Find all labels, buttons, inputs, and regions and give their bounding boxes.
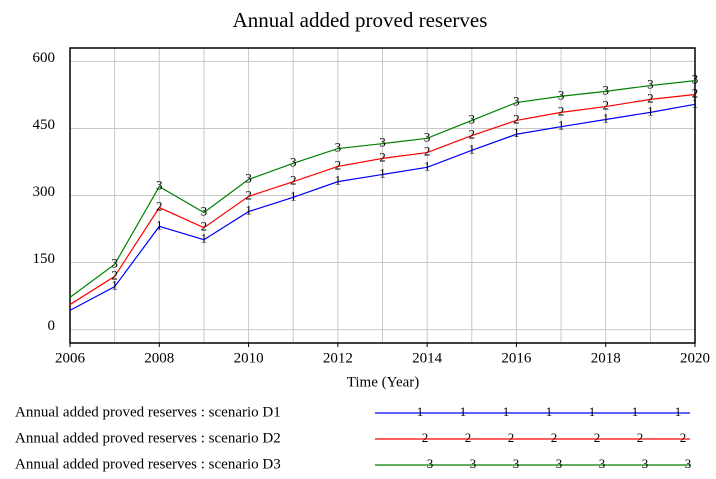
series-marker: 2 (335, 157, 342, 172)
series-marker: 2 (647, 90, 654, 105)
x-tick-label: 2014 (412, 350, 443, 366)
series-marker: 3 (558, 87, 565, 102)
series-marker: 1 (469, 141, 476, 156)
legend-marker: 2 (594, 430, 601, 445)
legend-marker: 1 (546, 404, 553, 419)
series-marker: 1 (201, 231, 208, 246)
series-marker: 3 (379, 135, 386, 150)
x-tick-label: 2018 (591, 350, 621, 366)
series-marker: 2 (558, 103, 565, 118)
legend-marker: 3 (556, 456, 563, 471)
series-marker: 2 (692, 85, 699, 100)
legend-marker: 1 (417, 404, 424, 419)
plot-frame (69, 47, 696, 344)
x-tick-label: 2016 (501, 350, 532, 366)
series-marker: 2 (111, 267, 118, 282)
y-tick-label: 0 (48, 318, 56, 334)
series-marker: 2 (513, 111, 520, 126)
series-marker: 1 (602, 110, 609, 125)
series-marker: 3 (469, 111, 476, 126)
series-marker: 1 (424, 158, 431, 173)
legend-marker: 2 (465, 430, 472, 445)
series-marker: 3 (290, 154, 297, 169)
series-marker: 2 (290, 173, 297, 188)
legend-marker: 2 (680, 430, 687, 445)
legend-label: Annual added proved reserves : scenario … (15, 430, 281, 446)
series-marker: 1 (647, 103, 654, 118)
series-marker: 3 (111, 255, 118, 270)
legend-marker: 1 (460, 404, 467, 419)
series-marker: 3 (692, 72, 699, 87)
legend-label: Annual added proved reserves : scenario … (15, 404, 281, 420)
y-tick-label: 450 (33, 117, 56, 133)
legend-marker: 3 (599, 456, 606, 471)
series-marker: 2 (469, 127, 476, 142)
series-marker: 3 (602, 82, 609, 97)
series-marker: 1 (692, 95, 699, 110)
series-marker: 3 (335, 140, 342, 155)
series-marker: 1 (335, 173, 342, 188)
series-line (69, 93, 696, 306)
chart-title: Annual added proved reserves (233, 8, 488, 32)
series-marker: 3 (201, 203, 208, 218)
legend-label: Annual added proved reserves : scenario … (15, 456, 281, 472)
series-line (69, 80, 696, 298)
x-tick-label: 2020 (680, 350, 710, 366)
series-marker: 2 (156, 199, 163, 214)
series-marker: 3 (513, 94, 520, 109)
x-tick-label: 2008 (144, 350, 174, 366)
series-marker: 3 (156, 178, 163, 193)
series-marker: 2 (602, 98, 609, 113)
x-axis-label: Time (Year) (347, 374, 420, 390)
legend-marker: 3 (642, 456, 649, 471)
legend-marker: 3 (685, 456, 692, 471)
series-marker: 2 (379, 149, 386, 164)
series-marker: 3 (424, 129, 431, 144)
legend-marker: 2 (637, 430, 644, 445)
y-tick-label: 600 (33, 50, 56, 66)
series-marker: 3 (245, 170, 252, 185)
legend-marker: 2 (422, 430, 429, 445)
x-tick-label: 2010 (234, 350, 264, 366)
series-marker: 2 (424, 144, 431, 159)
legend-marker: 3 (470, 456, 477, 471)
legend-marker: 1 (632, 404, 639, 419)
legend-marker: 3 (513, 456, 520, 471)
series-marker: 1 (379, 165, 386, 180)
series-marker: 1 (513, 125, 520, 140)
legend-marker: 1 (503, 404, 510, 419)
series-marker: 1 (245, 203, 252, 218)
y-tick-label: 150 (33, 251, 56, 267)
series-marker: 2 (245, 187, 252, 202)
y-tick-label: 300 (33, 184, 56, 200)
series-line (69, 103, 696, 311)
legend-marker: 3 (427, 456, 434, 471)
legend-marker: 1 (589, 404, 596, 419)
series-marker: 1 (156, 217, 163, 232)
series-marker: 1 (290, 188, 297, 203)
x-tick-label: 2012 (323, 350, 353, 366)
legend-marker: 2 (508, 430, 515, 445)
legend-marker: 1 (675, 404, 682, 419)
series-marker: 3 (647, 77, 654, 92)
series-marker: 1 (558, 118, 565, 133)
series-marker: 2 (201, 219, 208, 234)
series-marker: 1 (111, 278, 118, 293)
x-tick-label: 2006 (55, 350, 86, 366)
legend-marker: 2 (551, 430, 558, 445)
